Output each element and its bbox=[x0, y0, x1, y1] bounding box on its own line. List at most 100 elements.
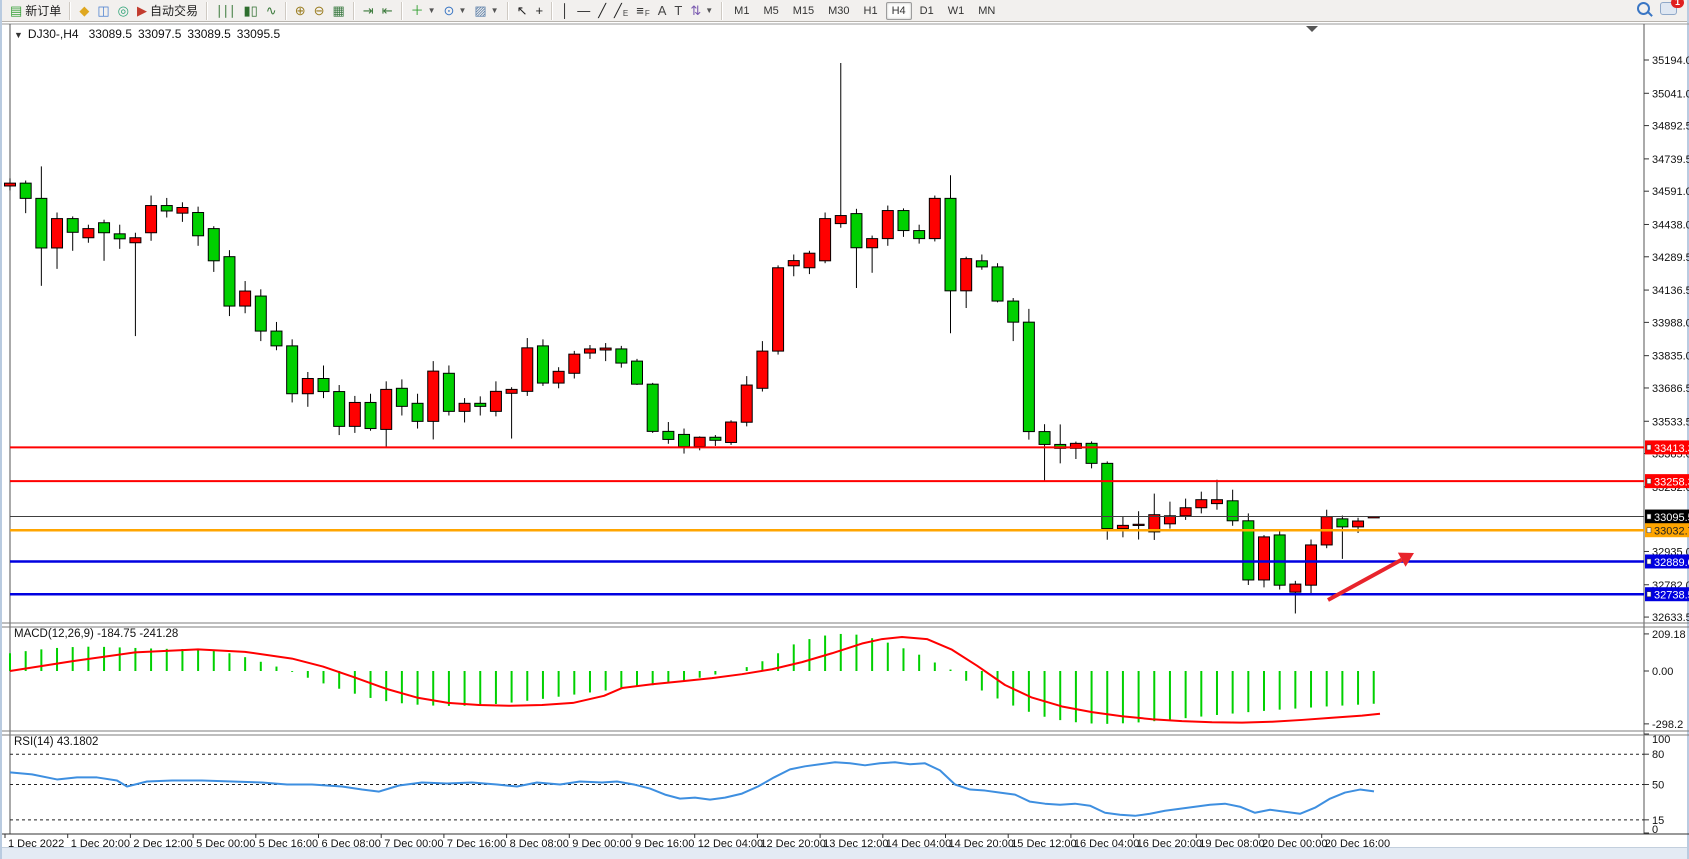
zoom-out-button[interactable]: ⊖ bbox=[310, 1, 329, 21]
ohlc-open: 33089.5 bbox=[88, 27, 132, 41]
svg-text:14 Dec 20:00: 14 Dec 20:00 bbox=[949, 838, 1014, 850]
trendline-button[interactable]: ╱ bbox=[594, 1, 610, 21]
candlestick-type-icon: ▮▯ bbox=[243, 2, 258, 18]
zoom-in-icon: ⊕ bbox=[294, 2, 306, 18]
svg-text:16 Dec 20:00: 16 Dec 20:00 bbox=[1137, 838, 1202, 850]
svg-text:34892.5: 34892.5 bbox=[1652, 121, 1689, 133]
periods-clock-button[interactable]: ⊙ ▼ bbox=[440, 1, 471, 21]
new-chart-button[interactable]: ◆ bbox=[75, 1, 93, 21]
svg-text:32889.0: 32889.0 bbox=[1654, 557, 1689, 569]
svg-text:35041.0: 35041.0 bbox=[1652, 88, 1689, 100]
candles bbox=[4, 63, 1380, 614]
timeframe-m5-button[interactable]: M5 bbox=[763, 4, 779, 17]
profiles-button[interactable]: ◫ bbox=[93, 1, 113, 21]
svg-text:-298.2: -298.2 bbox=[1652, 719, 1683, 731]
autotrading-button[interactable]: ▶ 自动交易 bbox=[133, 1, 202, 21]
tile-windows-button[interactable]: ▦ bbox=[329, 1, 349, 21]
horizontal-line-icon: — bbox=[577, 2, 591, 18]
notifications-icon[interactable]: 1 bbox=[1660, 0, 1684, 20]
svg-text:20 Dec 00:00: 20 Dec 00:00 bbox=[1262, 838, 1327, 850]
price-tag: 33032.7 bbox=[1645, 523, 1689, 538]
svg-text:33032.7: 33032.7 bbox=[1654, 526, 1689, 538]
autotrading-icon-label: 自动交易 bbox=[149, 4, 198, 18]
timeframe-m30-button[interactable]: M30 bbox=[828, 4, 850, 17]
svg-text:33835.0: 33835.0 bbox=[1652, 351, 1689, 363]
toolbar-separator bbox=[551, 1, 554, 20]
timeframe-h4-button[interactable]: H4 bbox=[885, 1, 912, 20]
symbol-period: DJ30-,H4 bbox=[27, 27, 79, 41]
candlestick-type-button[interactable]: ▮▯ bbox=[239, 1, 261, 21]
trend-arrow-head bbox=[1397, 552, 1414, 567]
text-button[interactable]: A bbox=[654, 1, 671, 21]
chart-menu-icon[interactable]: ▼ bbox=[14, 30, 23, 40]
toolbar-separator bbox=[506, 1, 509, 20]
toolbar-separator bbox=[205, 1, 208, 20]
signals-button[interactable]: ◎ bbox=[114, 1, 133, 21]
timeframe-d1-button[interactable]: D1 bbox=[919, 4, 934, 17]
line-chart-type-button[interactable]: ∿ bbox=[262, 1, 281, 21]
svg-text:2 Dec 12:00: 2 Dec 12:00 bbox=[133, 838, 192, 850]
vertical-line-icon: │ bbox=[561, 2, 570, 18]
svg-text:16 Dec 04:00: 16 Dec 04:00 bbox=[1074, 838, 1139, 850]
periods-clock-icon: ⊙ bbox=[443, 2, 455, 18]
svg-text:5 Dec 00:00: 5 Dec 00:00 bbox=[196, 838, 255, 850]
toolbar: ▤ 新订单 ◆ ◫ ◎ ▶ 自动交易 ∣∣∣ ▮▯ ∿ ⊕ ⊖ ▦ ⇥ ⇤ ＋ ▼ ⊙ ▼ ▨ ▼ ↖ + │ — ╱ ╱ E ≡ F A T… bbox=[2, 0, 1687, 22]
notification-badge: 1 bbox=[1671, 0, 1684, 8]
chart-title: ▼ DJ30-,H4 33089.5 33097.5 33089.5 33095.5 bbox=[14, 27, 286, 41]
vertical-line-button[interactable]: │ bbox=[557, 1, 573, 21]
arrows-button[interactable]: ⇅ ▼ bbox=[686, 1, 717, 21]
crosshair-icon: + bbox=[535, 2, 544, 18]
horizontal-line-button[interactable]: — bbox=[573, 1, 594, 21]
svg-text:1 Dec 20:00: 1 Dec 20:00 bbox=[71, 838, 130, 850]
chart-shift-marker[interactable] bbox=[1306, 26, 1318, 32]
templates-button[interactable]: ▨ ▼ bbox=[470, 1, 502, 21]
macd-signal-line bbox=[9, 635, 1381, 724]
svg-text:34591.0: 34591.0 bbox=[1652, 186, 1689, 198]
bar-chart-type-button[interactable]: ∣∣∣ bbox=[212, 1, 240, 21]
auto-scroll-button[interactable]: ⇥ bbox=[359, 1, 378, 21]
text-icon: A bbox=[657, 2, 667, 18]
svg-text:34438.0: 34438.0 bbox=[1652, 219, 1689, 231]
fibonacci-button[interactable]: ≡ F bbox=[632, 1, 653, 21]
ohlc-low: 33089.5 bbox=[187, 27, 231, 41]
channel-icon-letter: E bbox=[622, 9, 629, 18]
text-label-button[interactable]: T bbox=[670, 1, 686, 21]
caret-down-icon: ▼ bbox=[490, 6, 499, 15]
timeframe-m1-button[interactable]: M1 bbox=[734, 4, 750, 17]
crosshair-button[interactable]: + bbox=[532, 1, 548, 21]
svg-text:100: 100 bbox=[1652, 734, 1670, 746]
indicators-button[interactable]: ＋ ▼ bbox=[407, 1, 440, 21]
new-order-button[interactable]: ▤ 新订单 bbox=[6, 1, 65, 21]
trendline-icon: ╱ bbox=[598, 2, 607, 18]
timeframe-m15-button[interactable]: M15 bbox=[792, 4, 815, 17]
svg-text:33533.5: 33533.5 bbox=[1652, 416, 1689, 428]
macd-panel: 209.18 0.00 -298.2 bbox=[9, 629, 1686, 731]
timeframe-w1-button[interactable]: W1 bbox=[947, 4, 965, 17]
svg-text:12 Dec 20:00: 12 Dec 20:00 bbox=[760, 838, 825, 850]
caret-down-icon: ▼ bbox=[705, 6, 714, 15]
svg-text:34739.5: 34739.5 bbox=[1652, 154, 1689, 166]
zoom-in-button[interactable]: ⊕ bbox=[291, 1, 310, 21]
cursor-button[interactable]: ↖ bbox=[513, 1, 532, 21]
timeframe-mn-button[interactable]: MN bbox=[978, 4, 996, 17]
fibonacci-icon-letter: F bbox=[644, 9, 650, 18]
chart-shift-button[interactable]: ⇤ bbox=[378, 1, 397, 21]
svg-text:0: 0 bbox=[1652, 824, 1658, 836]
line-chart-type-icon: ∿ bbox=[265, 2, 277, 18]
toolbar-separator bbox=[400, 1, 403, 20]
new-chart-icon: ◆ bbox=[79, 2, 90, 18]
svg-text:32738.5: 32738.5 bbox=[1654, 590, 1689, 602]
trend-arrow[interactable] bbox=[1327, 557, 1403, 602]
ohlc-high: 33097.5 bbox=[138, 27, 182, 41]
auto-scroll-icon: ⇥ bbox=[362, 2, 374, 18]
svg-text:80: 80 bbox=[1652, 749, 1664, 761]
svg-text:1 Dec 2022: 1 Dec 2022 bbox=[8, 838, 64, 850]
search-icon[interactable] bbox=[1637, 1, 1650, 20]
svg-text:12 Dec 04:00: 12 Dec 04:00 bbox=[698, 838, 763, 850]
channel-button[interactable]: ╱ E bbox=[610, 1, 632, 21]
tile-windows-icon: ▦ bbox=[332, 2, 345, 18]
timeframe-h1-button[interactable]: H1 bbox=[863, 4, 878, 17]
svg-text:35194.0: 35194.0 bbox=[1652, 55, 1689, 67]
svg-text:32633.5: 32633.5 bbox=[1652, 612, 1689, 624]
